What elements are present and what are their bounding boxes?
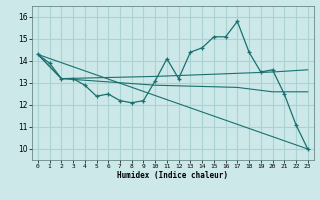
X-axis label: Humidex (Indice chaleur): Humidex (Indice chaleur) bbox=[117, 171, 228, 180]
